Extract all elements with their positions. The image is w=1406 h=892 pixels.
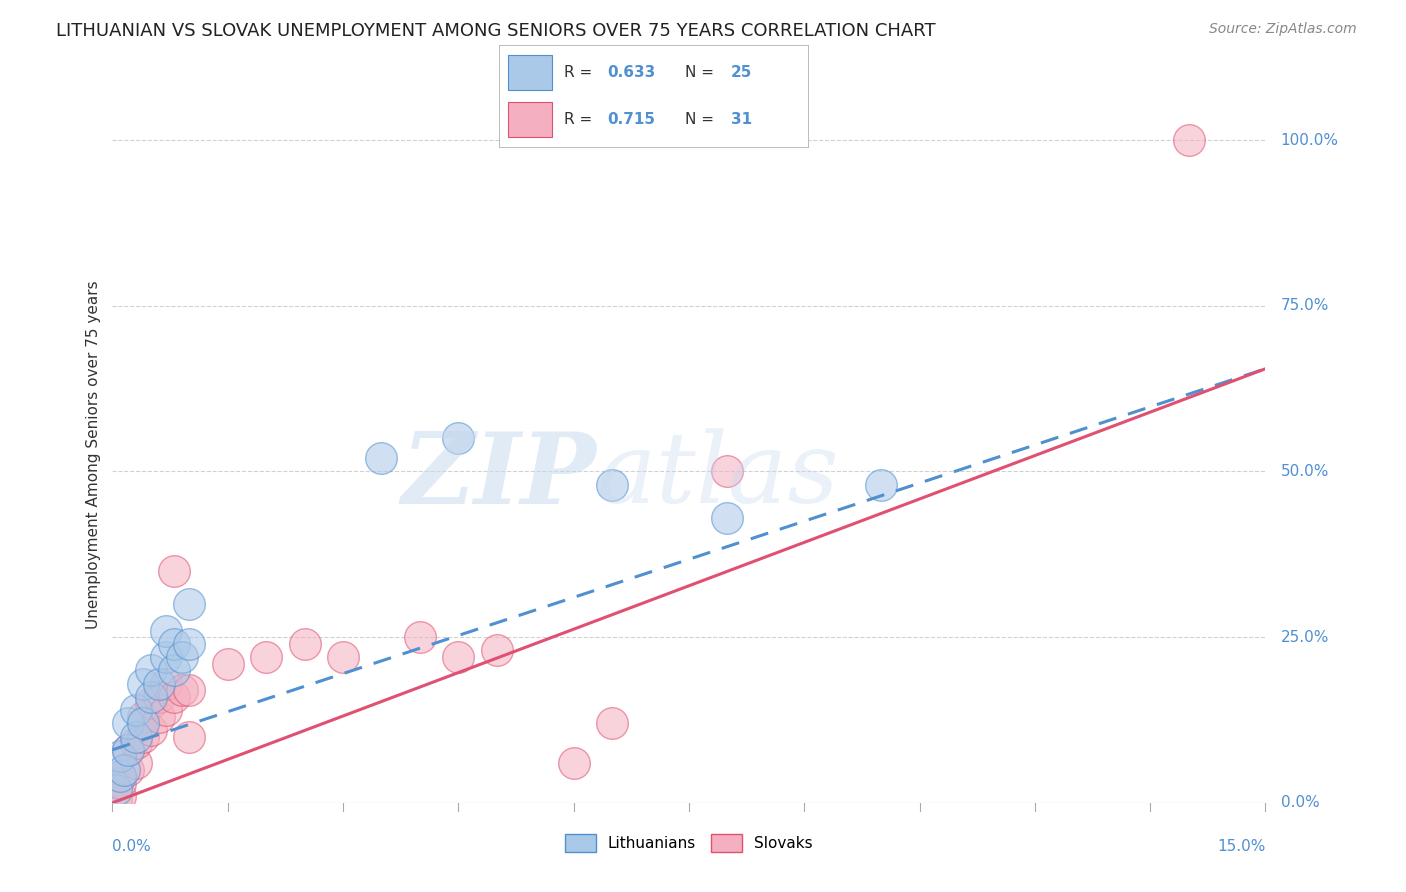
Point [108,789,131,804]
Point [108,749,131,764]
Text: N =: N = [685,112,718,127]
Text: 50.0%: 50.0% [1281,464,1329,479]
Point [148,676,170,690]
Point [148,690,170,704]
Point [170,683,193,698]
Point [409,630,432,644]
Text: 31: 31 [731,112,752,127]
Point [332,650,354,665]
Legend: Lithuanians, Slovaks: Lithuanians, Slovaks [560,828,818,858]
Text: atlas: atlas [596,428,839,524]
Point [139,723,162,737]
Point [485,643,508,657]
Point [139,697,162,711]
Point [155,676,177,690]
Point [124,736,146,750]
Point [132,716,155,731]
Y-axis label: Unemployment Among Seniors over 75 years: Unemployment Among Seniors over 75 years [86,281,101,629]
Point [254,650,277,665]
Point [117,743,139,757]
Point [108,769,131,783]
Point [179,683,201,698]
Point [124,730,146,744]
Point [170,650,193,665]
Point [105,792,128,806]
Point [716,511,738,525]
Point [155,624,177,638]
Point [148,709,170,723]
Point [117,716,139,731]
Text: 25.0%: 25.0% [1281,630,1329,645]
Point [124,703,146,717]
Text: LITHUANIAN VS SLOVAK UNEMPLOYMENT AMONG SENIORS OVER 75 YEARS CORRELATION CHART: LITHUANIAN VS SLOVAK UNEMPLOYMENT AMONG … [56,22,936,40]
Point [600,477,623,491]
Point [132,676,155,690]
Text: Source: ZipAtlas.com: Source: ZipAtlas.com [1209,22,1357,37]
Point [139,690,162,704]
Point [447,431,470,445]
Text: 0.633: 0.633 [607,65,655,79]
Text: 25: 25 [731,65,752,79]
Point [294,637,316,651]
Point [163,690,186,704]
Bar [509,102,551,137]
Point [108,776,131,790]
Text: ZIP: ZIP [402,427,596,524]
Point [163,564,186,578]
Point [179,637,201,651]
Text: R =: R = [564,112,598,127]
Text: 15.0%: 15.0% [1218,839,1265,855]
Point [117,763,139,777]
Point [447,650,470,665]
Point [870,477,893,491]
Point [155,703,177,717]
Point [217,657,239,671]
Point [716,465,738,479]
Point [124,756,146,770]
Point [117,743,139,757]
Point [163,637,186,651]
Point [179,730,201,744]
Point [132,709,155,723]
Text: 0.0%: 0.0% [112,839,152,855]
Bar [509,55,551,90]
Point [179,597,201,611]
Point [1177,133,1199,147]
Text: 75.0%: 75.0% [1281,298,1329,313]
Point [562,756,585,770]
Text: 100.0%: 100.0% [1281,133,1339,148]
Point [163,663,186,677]
Point [155,650,177,665]
Point [105,782,128,797]
Point [112,763,135,777]
Text: R =: R = [564,65,598,79]
Text: N =: N = [685,65,718,79]
Text: 0.0%: 0.0% [1281,796,1319,810]
Text: 0.715: 0.715 [607,112,655,127]
Point [139,663,162,677]
Point [600,716,623,731]
Point [132,730,155,744]
Point [370,451,392,466]
